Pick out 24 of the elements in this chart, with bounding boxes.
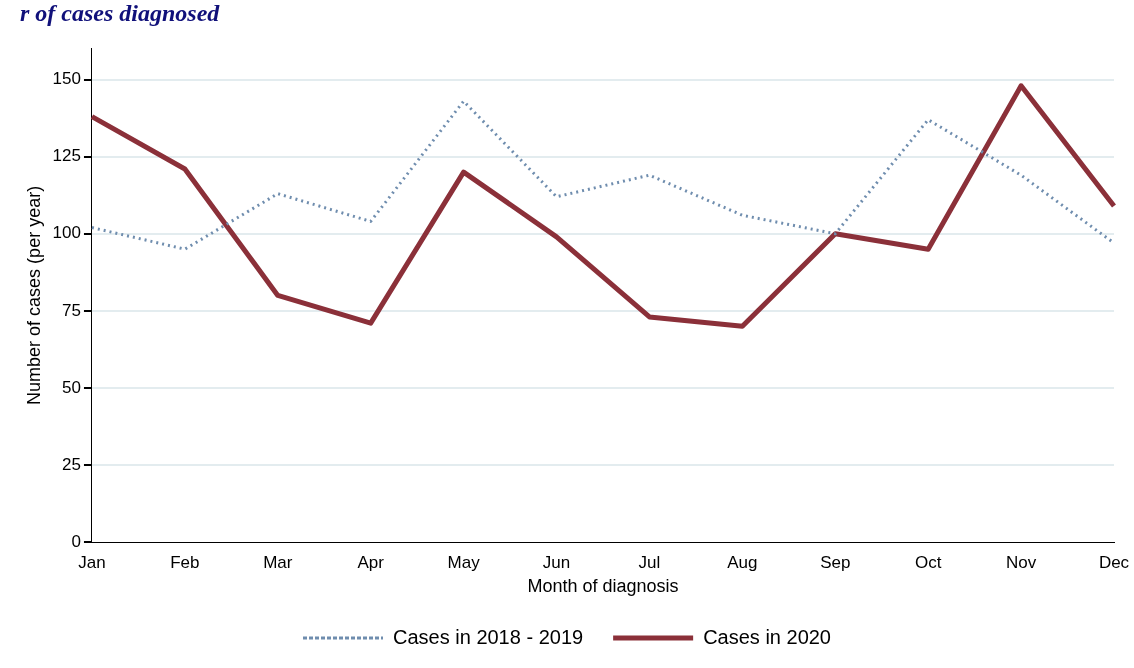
x-tick-label: Feb (170, 552, 200, 572)
y-tick-label: 25 (62, 454, 81, 474)
x-tick-label: Aug (727, 552, 758, 572)
x-axis-title: Month of diagnosis (527, 576, 679, 597)
y-tick-label: 75 (62, 300, 81, 320)
x-tick-label: Oct (914, 552, 942, 572)
y-tick-label: 125 (52, 146, 81, 166)
legend-label: Cases in 2018 - 2019 (393, 625, 584, 648)
y-tick-label: 50 (62, 377, 81, 397)
x-tick-label: Jan (78, 552, 106, 572)
y-tick-label: 100 (52, 223, 81, 243)
x-tick-label: Mar (263, 552, 293, 572)
x-tick-label: Dec (1098, 552, 1130, 572)
chart-title: r of cases diagnosed (20, 0, 221, 26)
x-tick-label: Jun (542, 552, 571, 572)
x-tick-label: Jul (638, 552, 661, 572)
x-tick-label: Sep (820, 552, 851, 572)
x-tick-label: Nov (1005, 552, 1037, 572)
y-tick-label: 150 (52, 69, 81, 89)
x-tick-label: Apr (357, 552, 385, 572)
x-tick-label: May (447, 552, 481, 572)
y-tick-label: 0 (71, 531, 81, 551)
y-axis-title: Number of cases (per year) (23, 185, 44, 405)
legend-label: Cases in 2020 (703, 625, 832, 648)
